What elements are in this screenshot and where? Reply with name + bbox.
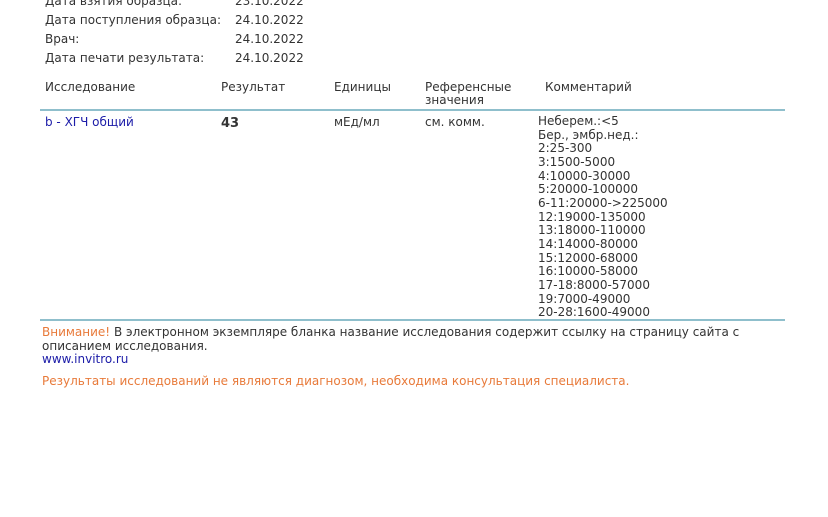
units: мЕд/мл xyxy=(334,115,380,129)
comment-line: 4:10000-30000 xyxy=(538,168,631,183)
info-label: Дата печати результата: xyxy=(45,51,205,65)
info-value: 23.10.2022 xyxy=(235,0,304,8)
info-value: 24.10.2022 xyxy=(235,51,304,65)
header-test: Исследование xyxy=(45,80,136,94)
comment-line: Неберем.:<5 xyxy=(538,114,619,128)
info-label: Дата поступления образца: xyxy=(45,13,221,27)
comment-line: 12:19000-135000 xyxy=(538,209,646,224)
info-label: Врач: xyxy=(45,32,80,46)
comment-line: 13:18000-110000 xyxy=(538,223,646,238)
comment-line: 20-28:1600-49000 xyxy=(538,305,650,320)
header-divider xyxy=(40,109,785,111)
info-value: 24.10.2022 xyxy=(235,13,304,27)
comment-line: 17-18:8000-57000 xyxy=(538,277,650,292)
header-result: Результат xyxy=(221,80,286,94)
comment-line: Бер., эмбр.нед.: xyxy=(538,127,639,142)
attention-text: В электронном экземпляре бланка название… xyxy=(42,325,740,353)
comment-line: 16:10000-58000 xyxy=(538,264,638,279)
header-reference-line2: значения xyxy=(425,93,484,107)
header-comment: Комментарий xyxy=(545,80,632,94)
info-label: Дата взятия образца: xyxy=(45,0,183,8)
header-reference: Референсные значения xyxy=(425,81,511,107)
result-value: 43 xyxy=(221,116,240,131)
comment-line: 19:7000-49000 xyxy=(538,291,631,306)
disclaimer: Результаты исследований не являются диаг… xyxy=(42,373,630,388)
comment-line: 15:12000-68000 xyxy=(538,250,638,265)
attention-label: Внимание! xyxy=(42,325,111,339)
invitro-link[interactable]: www.invitro.ru xyxy=(42,352,129,366)
comment-line: 2:25-300 xyxy=(538,141,593,156)
attention-note: Внимание! В электронном экземпляре бланк… xyxy=(42,325,792,353)
test-name-link[interactable]: b - ХГЧ общий xyxy=(45,115,134,129)
notes: Внимание! В электронном экземпляре бланк… xyxy=(42,325,792,388)
reference: см. комм. xyxy=(425,115,485,129)
comment-line: 6-11:20000->225000 xyxy=(538,195,668,210)
comment-line: 14:14000-80000 xyxy=(538,236,638,251)
header-reference-line1: Референсные xyxy=(425,80,512,94)
table-bottom-divider xyxy=(40,319,785,321)
comment-line: 5:20000-100000 xyxy=(538,182,638,197)
comment: Неберем.:<5 Бер., эмбр.нед.: 2:25-300 3:150… xyxy=(538,114,668,320)
info-value: 24.10.2022 xyxy=(235,32,304,46)
header-units: Единицы xyxy=(334,80,391,94)
comment-line: 3:1500-5000 xyxy=(538,154,616,169)
